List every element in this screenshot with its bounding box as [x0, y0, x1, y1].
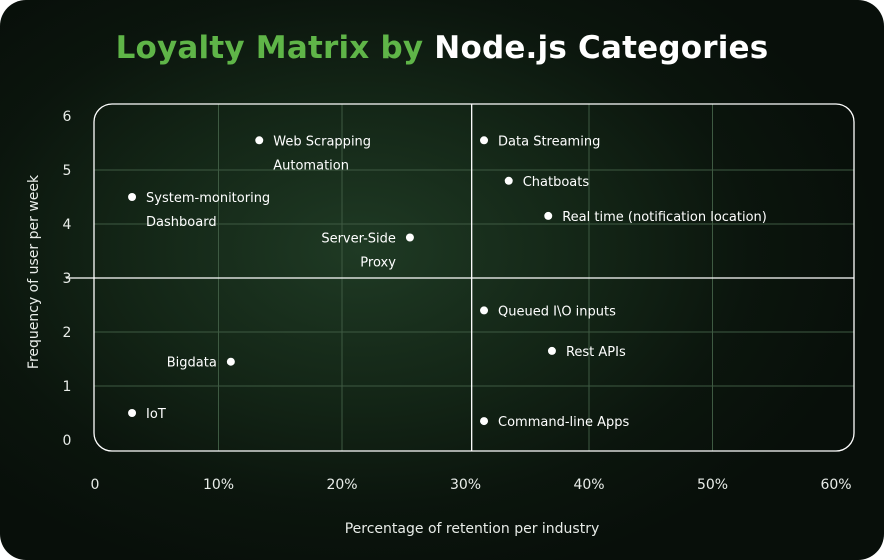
data-point-label: Dashboard — [146, 215, 217, 230]
x-tick-label: 0 — [91, 477, 100, 493]
data-point[interactable] — [255, 136, 264, 145]
data-point[interactable] — [544, 211, 553, 220]
data-point[interactable] — [226, 357, 235, 366]
data-point[interactable] — [480, 417, 489, 426]
x-axis-ticks: 0 10% 20% 30% 40% 50% 60% — [91, 477, 852, 493]
data-point[interactable] — [128, 193, 137, 201]
data-point[interactable] — [405, 233, 414, 242]
grid — [94, 104, 854, 451]
data-point-label: System-monitoring — [146, 191, 270, 206]
data-point-label: Data Streaming — [498, 134, 600, 149]
x-tick-label: 50% — [697, 477, 728, 493]
data-point[interactable] — [480, 136, 489, 145]
y-tick-label: 3 — [63, 271, 72, 287]
data-point-label: Chatboats — [523, 175, 590, 190]
data-point-label: IoT — [146, 407, 166, 422]
data-point[interactable] — [128, 409, 137, 417]
y-axis-ticks: 0 1 2 3 4 5 6 — [63, 109, 72, 449]
y-tick-label: 4 — [63, 217, 72, 233]
data-point-label: Bigdata — [167, 356, 217, 371]
chart-title: Loyalty Matrix by Node.js Categories — [0, 30, 884, 66]
data-point[interactable] — [504, 176, 513, 185]
data-point-label: Real time (notification location) — [562, 210, 767, 225]
data-point[interactable] — [547, 346, 556, 355]
title-main: Node.js Categories — [434, 30, 769, 66]
data-point-label: Server-Side — [321, 232, 396, 247]
data-point-label: Web Scrapping — [273, 134, 371, 149]
data-points: Web Scrapping Automation System-monitoring… — [128, 134, 767, 430]
data-point-label: Queued I\O inputs — [498, 304, 616, 319]
x-tick-label: 20% — [326, 477, 357, 493]
title-accent: Loyalty Matrix by — [115, 30, 424, 66]
x-tick-label: 30% — [450, 477, 481, 493]
data-point-label: Command-line Apps — [498, 415, 629, 430]
y-tick-label: 1 — [63, 379, 72, 395]
x-axis-label: Percentage of retention per industry — [345, 521, 600, 537]
y-tick-label: 6 — [63, 109, 72, 125]
x-tick-label: 10% — [203, 477, 234, 493]
data-point-label: Rest APIs — [566, 345, 626, 360]
x-tick-label: 40% — [573, 477, 604, 493]
y-tick-label: 5 — [63, 163, 72, 179]
data-point-label: Automation — [273, 158, 349, 173]
y-tick-label: 2 — [63, 325, 72, 341]
y-tick-label: 0 — [63, 433, 72, 449]
y-axis-label: Frequency of user per week — [26, 174, 42, 369]
data-point-label: Proxy — [360, 256, 396, 271]
data-point[interactable] — [480, 306, 489, 315]
x-tick-label: 60% — [820, 477, 851, 493]
